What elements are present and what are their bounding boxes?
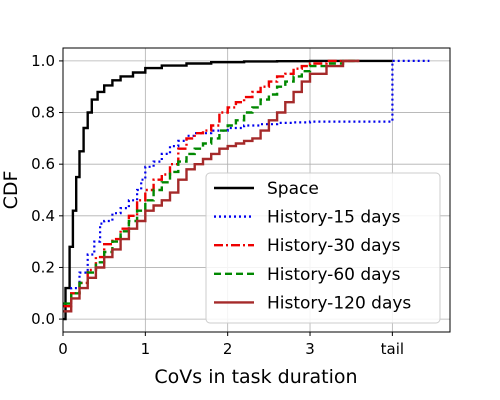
x-axis-title: CoVs in task duration	[154, 366, 357, 388]
legend-box	[205, 172, 441, 324]
legend-label-history-120-days: History-120 days	[267, 293, 411, 313]
series-line-history-15-days	[63, 59, 430, 308]
y-tick-label: 0.0	[31, 310, 55, 328]
series-line-history-120-days	[63, 59, 360, 313]
plot-frame	[62, 47, 451, 333]
y-tick-label: 0.6	[31, 155, 55, 173]
legend-label-history-30-days: History-30 days	[267, 236, 401, 256]
y-tick-label: 1.0	[31, 52, 55, 70]
y-tick-label: 0.8	[31, 104, 55, 122]
series-line-history-60-days	[63, 59, 360, 305]
x-tick-label: 1	[141, 340, 151, 358]
y-tick-label: 0.4	[31, 207, 55, 225]
x-tick-label: 3	[305, 340, 315, 358]
legend-label-space: Space	[267, 179, 319, 199]
series-line-history-30-days	[63, 59, 360, 308]
ticks: 0 1 2 3 tail 0.0 0.2 0.4 0.6 0.8 1.0	[31, 52, 404, 358]
y-axis-title: CDF	[0, 171, 22, 210]
series-layer	[63, 59, 430, 321]
legend-label-history-15-days: History-15 days	[267, 208, 401, 228]
x-tick-label: tail	[381, 340, 404, 358]
y-tick-label: 0.2	[31, 258, 55, 276]
x-tick-label: 0	[58, 340, 68, 358]
legend-label-history-60-days: History-60 days	[267, 265, 401, 285]
x-tick-label: 2	[223, 340, 233, 358]
legend: Space History-15 days History-30 days Histo…	[205, 172, 441, 324]
series-line-space	[63, 59, 393, 321]
